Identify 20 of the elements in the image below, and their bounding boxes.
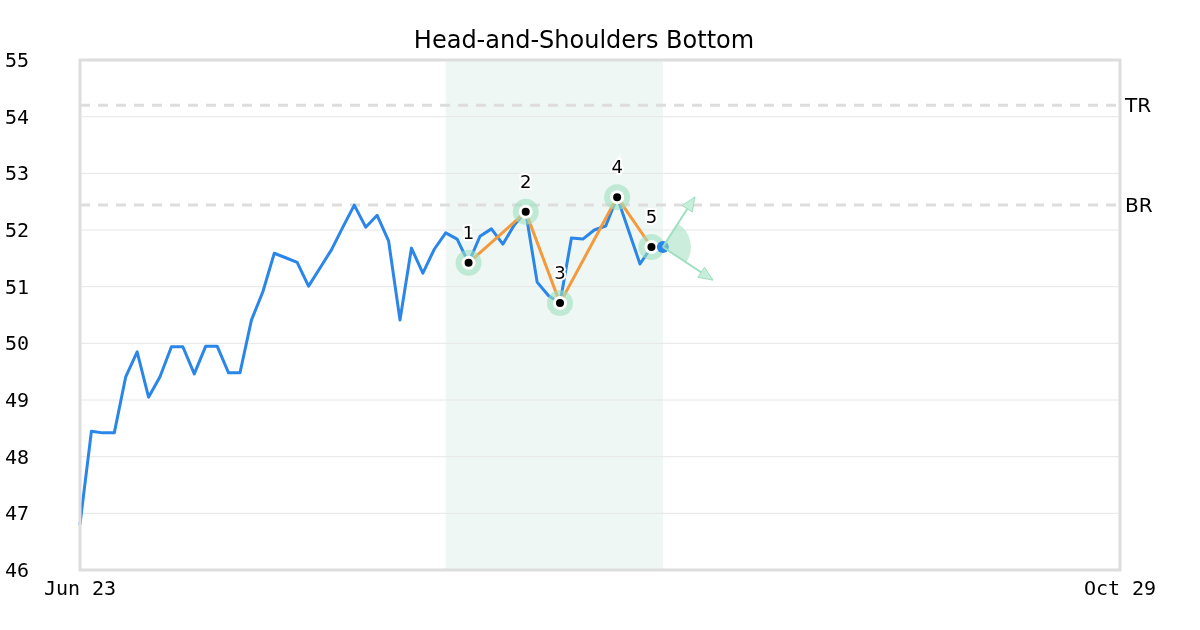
annotation: 2 (519, 170, 532, 192)
annotation: 1 (462, 221, 475, 243)
ref-line-label: TR (1124, 93, 1152, 118)
y-tick-label: 52 (4, 218, 30, 242)
x-tick-label: Jun 23 (43, 576, 117, 600)
ref-line-label: BR (1125, 193, 1153, 218)
y-tick-label: 47 (4, 501, 30, 526)
y-tick-label: 54 (4, 104, 30, 129)
chart-title: Head-and-Shoulders Bottom (413, 26, 755, 54)
annotation: 4 (611, 156, 623, 178)
y-tick-label: 46 (4, 558, 30, 582)
annotation: 5 (645, 206, 658, 227)
annotation: 3 (554, 262, 566, 284)
y-tick-label: 51 (4, 274, 30, 299)
y-tick-label: 48 (4, 444, 30, 469)
y-tick-label: 49 (4, 388, 30, 412)
y-tick-label: 50 (4, 331, 30, 356)
y-tick-label: 55 (4, 48, 30, 72)
y-tick-label: 53 (4, 161, 30, 186)
x-tick-label: Oct 29 (1083, 576, 1157, 600)
